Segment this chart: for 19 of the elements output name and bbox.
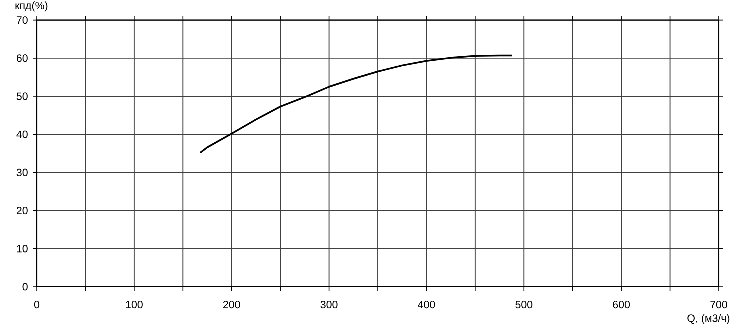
y-tick-label: 50 xyxy=(16,92,28,100)
y-tick-label: 0 xyxy=(22,283,28,291)
x-tick-label: 300 xyxy=(320,301,338,309)
y-tick-label: 30 xyxy=(16,168,28,176)
x-tick-label: 400 xyxy=(418,301,436,309)
y-tick-label: 60 xyxy=(16,54,28,62)
x-axis-title: Q, (м3/ч) xyxy=(688,314,730,324)
line-series xyxy=(200,54,514,154)
y-axis-title: кпд(%) xyxy=(16,2,48,12)
y-tick-label: 20 xyxy=(16,207,28,215)
x-tick-label: 0 xyxy=(34,301,40,309)
x-tick-label: 700 xyxy=(710,301,728,309)
y-tick-label: 70 xyxy=(16,16,28,24)
x-tick-label: 100 xyxy=(126,301,143,309)
y-tick-label: 40 xyxy=(16,130,28,138)
x-tick-label: 500 xyxy=(516,301,533,309)
x-tick-label: 600 xyxy=(613,301,630,309)
x-tick-label: 200 xyxy=(224,301,240,309)
y-tick-label: 10 xyxy=(17,245,28,253)
